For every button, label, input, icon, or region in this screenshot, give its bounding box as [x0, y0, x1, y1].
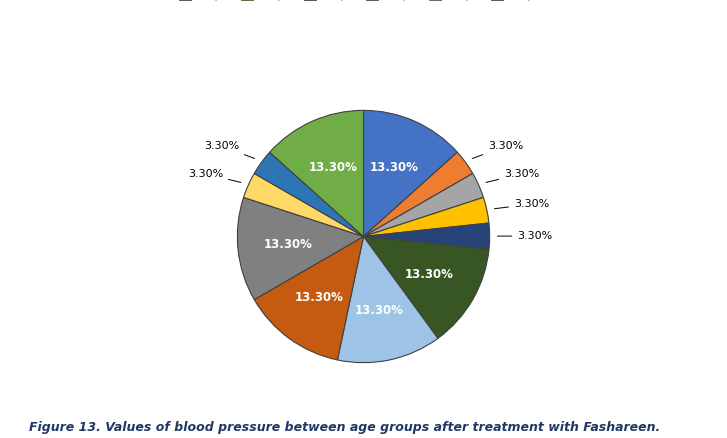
Wedge shape — [364, 223, 490, 249]
Wedge shape — [364, 110, 457, 237]
Text: Figure 13. Values of blood pressure between age groups after treatment with Fash: Figure 13. Values of blood pressure betw… — [29, 420, 660, 434]
Text: 13.30%: 13.30% — [308, 161, 357, 174]
Text: 3.30%: 3.30% — [486, 169, 539, 183]
Wedge shape — [270, 110, 364, 237]
Wedge shape — [364, 152, 473, 237]
Text: 3.30%: 3.30% — [494, 199, 549, 209]
Text: 13.30%: 13.30% — [355, 304, 403, 317]
Text: 3.30%: 3.30% — [204, 141, 254, 159]
Wedge shape — [254, 152, 364, 237]
Wedge shape — [237, 198, 364, 300]
Wedge shape — [337, 237, 438, 363]
Legend: 110/79, 114/80, 115/78, 118/84, 119/80, 120/80, 122/81, 123/82, 125/80, 125/81, : 110/79, 114/80, 115/78, 118/84, 119/80, … — [174, 0, 553, 6]
Text: 3.30%: 3.30% — [497, 231, 553, 241]
Text: 13.30%: 13.30% — [405, 268, 454, 281]
Wedge shape — [364, 237, 489, 339]
Wedge shape — [244, 173, 364, 237]
Text: 3.30%: 3.30% — [188, 169, 241, 183]
Text: 13.30%: 13.30% — [264, 238, 313, 251]
Text: 13.30%: 13.30% — [294, 291, 343, 304]
Wedge shape — [364, 173, 483, 237]
Wedge shape — [364, 198, 489, 237]
Wedge shape — [254, 237, 364, 360]
Text: 3.30%: 3.30% — [473, 141, 523, 159]
Text: 13.30%: 13.30% — [370, 161, 419, 174]
